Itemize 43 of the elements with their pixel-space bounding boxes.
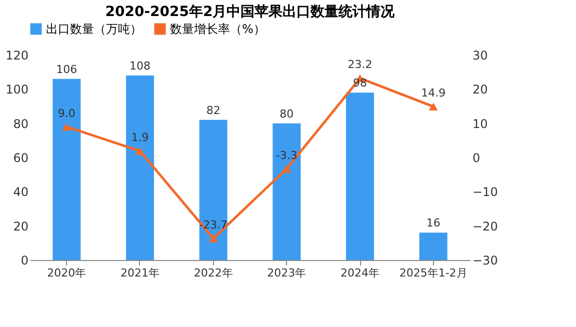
y2-tick-label: −10 <box>472 185 498 200</box>
data-label: 106 <box>56 62 78 76</box>
chart-title: 2020-2025年2月中国苹果出口数量统计情况 <box>105 3 396 20</box>
bar <box>199 120 228 260</box>
y-tick-label: 100 <box>6 82 28 97</box>
bar <box>272 123 301 260</box>
point <box>62 122 72 131</box>
x-tick-label: 2021年 <box>120 266 160 280</box>
data-label: 108 <box>130 60 150 72</box>
y2-tick-label: 0 <box>472 151 480 165</box>
bar <box>419 232 448 260</box>
bar <box>346 92 374 260</box>
y2-tick-label: 20 <box>472 82 488 97</box>
y-tick-label: 0 <box>20 254 28 268</box>
data-label: 80 <box>280 107 294 120</box>
x-tick-label: 2023年 <box>267 266 306 280</box>
y2-tick-label: −20 <box>472 219 498 234</box>
data-label: 82 <box>206 104 220 117</box>
data-label: 9.0 <box>58 106 76 120</box>
y-tick-label: 80 <box>13 116 28 131</box>
data-label: 14.9 <box>421 86 446 100</box>
x-tick-label: 2025年1-2月 <box>399 266 468 280</box>
y2-tick-label: 30 <box>472 48 488 62</box>
y-tick-label: 60 <box>13 151 28 165</box>
x-tick-label: 2020年 <box>47 266 86 280</box>
x-tick-label: 2022年 <box>194 266 233 280</box>
data-label: -3.3 <box>276 148 298 162</box>
point <box>428 102 438 110</box>
y-tick-label: 40 <box>13 185 28 200</box>
data-label: 1.9 <box>131 131 149 144</box>
x-tick-label: 2024年 <box>340 266 380 280</box>
data-label: 23.2 <box>348 58 372 72</box>
y-tick-label: 20 <box>13 219 28 234</box>
point <box>208 234 218 242</box>
data-label: 16 <box>426 216 440 230</box>
point <box>136 147 144 155</box>
y-tick-label: 120 <box>6 48 28 62</box>
bar <box>52 78 81 260</box>
bar <box>126 76 154 260</box>
legend-label: 出口数量（万吨） <box>46 22 142 36</box>
y2-tick-label: −30 <box>472 254 498 268</box>
legend-label: 数量增长率（%） <box>170 22 266 36</box>
y2-tick-label: 10 <box>472 116 488 131</box>
